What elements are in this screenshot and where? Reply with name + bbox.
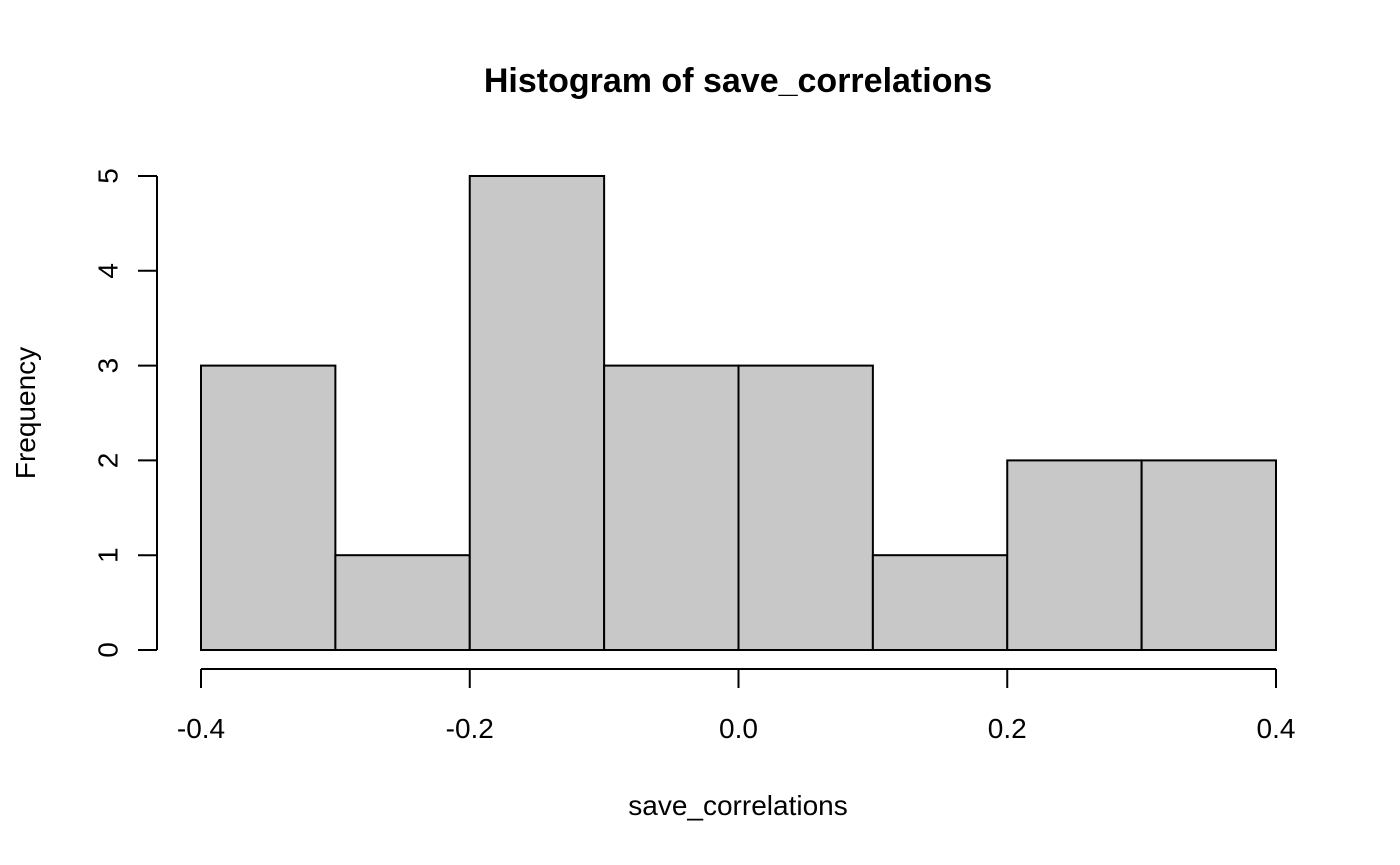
x-tick-label: 0.2 [988,713,1027,744]
histogram-bar [1140,459,1277,651]
chart-title: Histogram of save_correlations [484,62,992,100]
histogram-bar [603,364,740,651]
histogram-bar [737,364,874,651]
y-tick-label: 0 [93,642,124,658]
y-tick-label: 5 [93,168,124,184]
histogram-bar [1006,459,1143,651]
y-tick-label: 2 [93,453,124,469]
x-tick-label: -0.4 [177,713,225,744]
x-axis-label: save_correlations [628,790,847,821]
bars-group [200,175,1277,652]
y-tick-label: 3 [93,358,124,374]
x-tick-label: -0.2 [446,713,494,744]
y-tick-label: 4 [93,263,124,279]
x-axis: -0.4 -0.2 0.0 0.2 0.4 [177,668,1296,744]
x-tick-label: 0.0 [719,713,758,744]
y-axis-label: Frequency [10,347,41,479]
y-axis: 0 1 2 3 4 5 [93,168,158,658]
y-tick-label: 1 [93,547,124,563]
x-tick-label: 0.4 [1257,713,1296,744]
histogram-bar [468,175,606,651]
histogram-bar [200,364,337,651]
histogram-bar [871,554,1009,652]
histogram-bar [334,554,471,652]
